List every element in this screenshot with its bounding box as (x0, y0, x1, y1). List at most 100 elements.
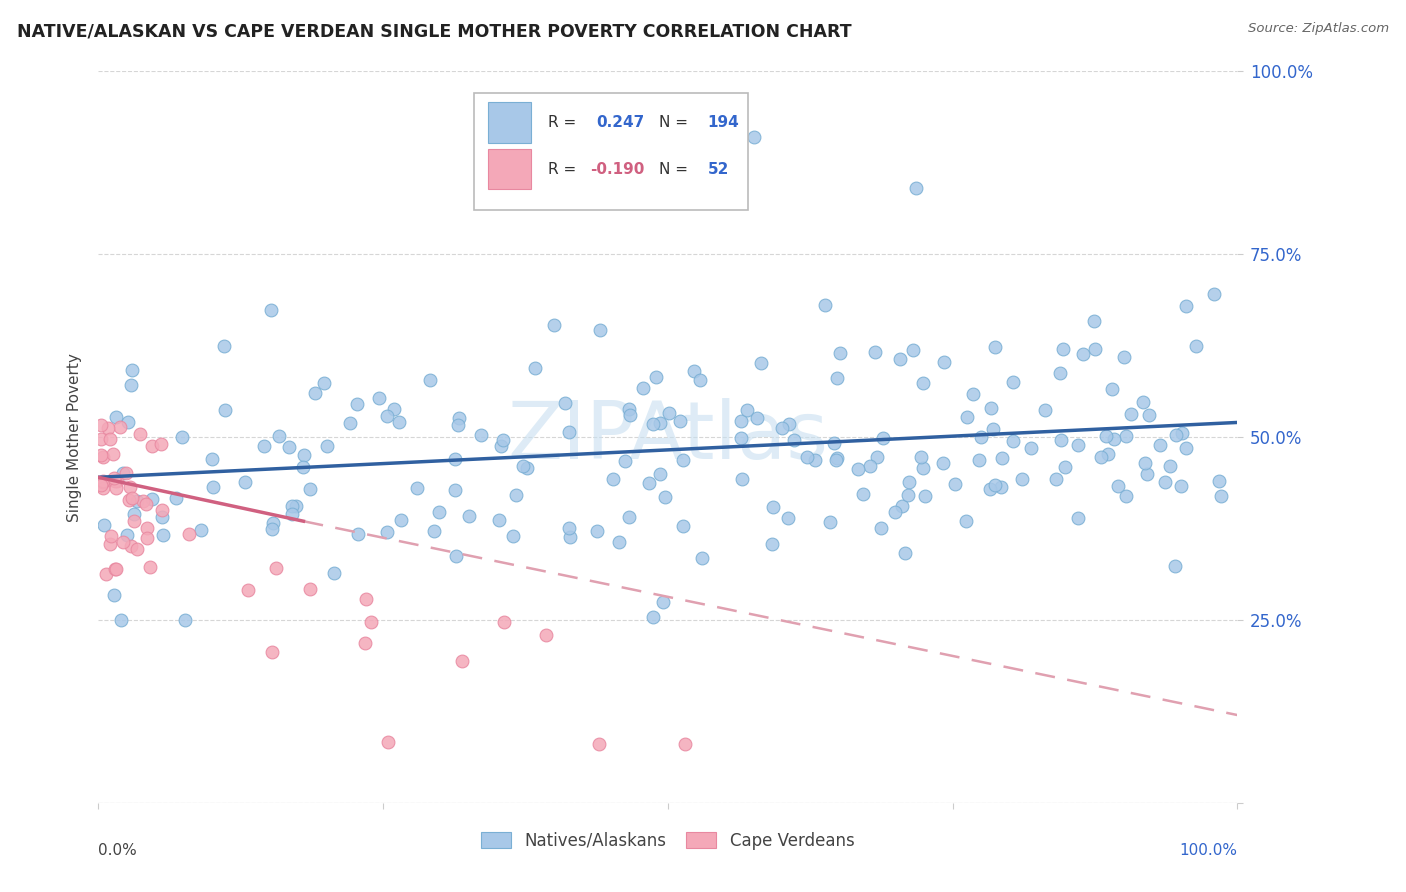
Point (90, 477, 112, 491)
Point (534, 628, 557, 642)
Point (1097, 447, 1119, 461)
Point (943, 476, 966, 491)
Point (104, 409, 127, 424)
Point (214, 402, 236, 417)
Point (1175, 299, 1198, 313)
Point (1137, 408, 1160, 422)
Point (104, 474, 127, 488)
Point (346, 397, 368, 411)
Point (770, 421, 793, 435)
Point (1136, 467, 1159, 482)
Point (354, 592, 377, 607)
Text: 52: 52 (707, 161, 730, 177)
Point (447, 410, 470, 425)
Point (122, 514, 145, 528)
Point (446, 549, 468, 563)
Point (830, 346, 852, 360)
Point (648, 416, 671, 430)
Point (1095, 429, 1118, 443)
Point (588, 737, 610, 751)
Point (901, 343, 924, 357)
Point (118, 480, 141, 494)
Point (375, 409, 398, 424)
Point (427, 505, 450, 519)
Point (127, 493, 149, 508)
Point (377, 735, 399, 749)
Point (904, 181, 927, 195)
Point (749, 356, 772, 370)
Point (1202, 286, 1225, 301)
Point (260, 302, 283, 317)
Point (190, 523, 212, 537)
Point (202, 480, 225, 494)
Point (1185, 339, 1208, 353)
Point (91, 450, 114, 464)
Point (1159, 458, 1181, 473)
Point (1171, 425, 1194, 440)
Point (1149, 438, 1171, 452)
Point (1049, 366, 1071, 380)
Text: 100.0%: 100.0% (1180, 843, 1237, 858)
Point (91, 475, 114, 489)
Point (617, 401, 640, 416)
Point (742, 130, 765, 145)
Point (406, 481, 429, 495)
Point (492, 433, 515, 447)
Point (101, 447, 124, 461)
Point (152, 527, 174, 541)
Point (672, 519, 695, 533)
Point (823, 436, 845, 450)
Point (512, 459, 534, 474)
Point (683, 364, 706, 378)
Point (262, 516, 284, 531)
Point (689, 373, 711, 387)
Point (872, 431, 894, 445)
Point (97, 421, 120, 435)
Text: Source: ZipAtlas.com: Source: ZipAtlas.com (1249, 22, 1389, 36)
Point (638, 476, 661, 491)
Point (1001, 375, 1024, 389)
Point (1083, 314, 1105, 328)
Text: N =: N = (659, 161, 693, 177)
Point (104, 562, 127, 576)
Point (1208, 474, 1230, 488)
Point (962, 387, 984, 401)
Point (669, 414, 692, 428)
Point (602, 471, 624, 485)
Point (990, 480, 1012, 494)
Text: 0.0%: 0.0% (98, 843, 138, 858)
Point (149, 437, 172, 451)
Point (778, 417, 800, 431)
Point (419, 373, 441, 387)
Point (368, 391, 391, 405)
Point (284, 499, 307, 513)
Point (852, 487, 875, 501)
Point (1102, 432, 1125, 446)
Point (121, 491, 143, 505)
Point (212, 339, 235, 353)
Point (470, 427, 492, 442)
Point (690, 551, 713, 566)
Point (260, 645, 283, 659)
Point (298, 582, 321, 596)
Point (658, 406, 681, 420)
Point (932, 457, 955, 471)
Point (827, 451, 849, 466)
Point (347, 526, 370, 541)
Point (648, 467, 671, 481)
Point (586, 524, 609, 538)
Point (673, 737, 696, 751)
Point (889, 352, 911, 367)
Point (762, 500, 785, 514)
Point (609, 535, 631, 549)
Point (558, 530, 581, 544)
Point (382, 402, 405, 417)
Point (644, 370, 666, 384)
Point (132, 493, 155, 508)
Point (489, 438, 512, 452)
Point (135, 497, 157, 511)
Point (1090, 450, 1112, 465)
Point (523, 360, 546, 375)
Point (1011, 472, 1033, 486)
Point (100, 529, 122, 543)
